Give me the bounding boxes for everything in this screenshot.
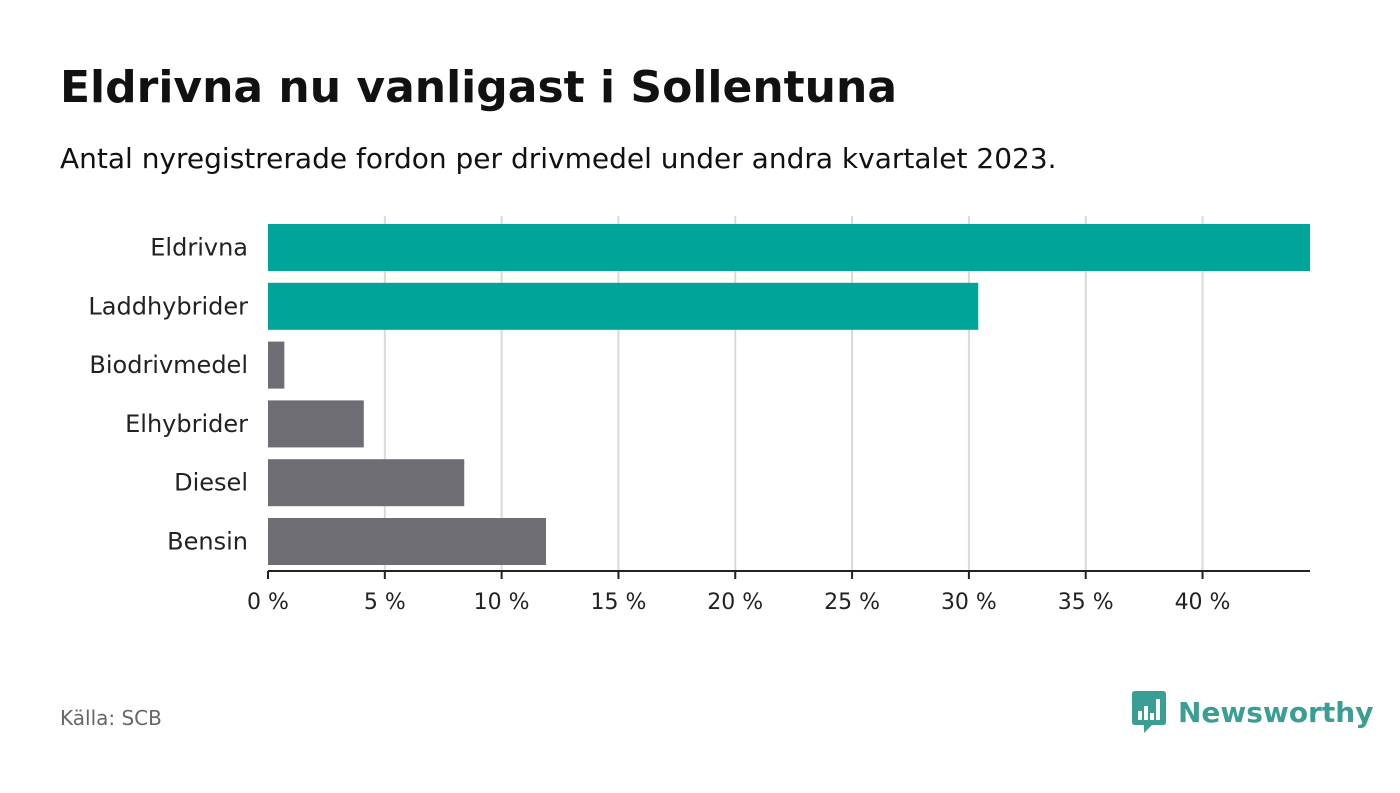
- bar-biodrivmedel: [268, 341, 285, 389]
- bar-eldrivna: [268, 224, 1310, 271]
- x-tick-label: 35 %: [1058, 590, 1114, 615]
- x-tick-label: 5 %: [364, 590, 406, 615]
- chart-subtitle: Antal nyregistrerade fordon per drivmede…: [60, 142, 1057, 175]
- bar-elhybrider: [268, 400, 364, 448]
- bar-chart-speech-icon: [1132, 691, 1166, 733]
- source-note: Källa: SCB: [60, 706, 162, 730]
- brand-logo: Newsworthy: [1132, 691, 1373, 733]
- x-tick-label: 30 %: [941, 590, 997, 615]
- x-tick-label: 10 %: [474, 590, 530, 615]
- category-label: Laddhybrider: [88, 292, 248, 320]
- bar-layer: [268, 224, 1310, 565]
- chart-title: Eldrivna nu vanligast i Sollentuna: [60, 62, 898, 113]
- x-tick-label: 40 %: [1175, 590, 1231, 615]
- category-label: Biodrivmedel: [89, 351, 248, 379]
- category-label: Elhybrider: [125, 410, 248, 438]
- label-layer: 0 % 5 % 10 % 15 % 20 % 25 % 30 % 35 % 40 % Eldriv…: [88, 234, 1230, 616]
- category-label: Eldrivna: [150, 234, 248, 262]
- grid-layer: [383, 216, 1204, 571]
- category-label: Diesel: [174, 469, 248, 497]
- x-tick-label: 20 %: [707, 590, 763, 615]
- bar-diesel: [268, 459, 465, 507]
- axis-layer: [267, 570, 1310, 579]
- x-tick-label: 15 %: [590, 590, 646, 615]
- x-tick-label: 0 %: [247, 590, 289, 615]
- category-label: Bensin: [167, 528, 248, 556]
- bar-laddhybrider: [268, 282, 979, 330]
- brand-name: Newsworthy: [1178, 695, 1374, 729]
- bar-bensin: [268, 518, 547, 565]
- x-tick-label: 25 %: [824, 590, 880, 615]
